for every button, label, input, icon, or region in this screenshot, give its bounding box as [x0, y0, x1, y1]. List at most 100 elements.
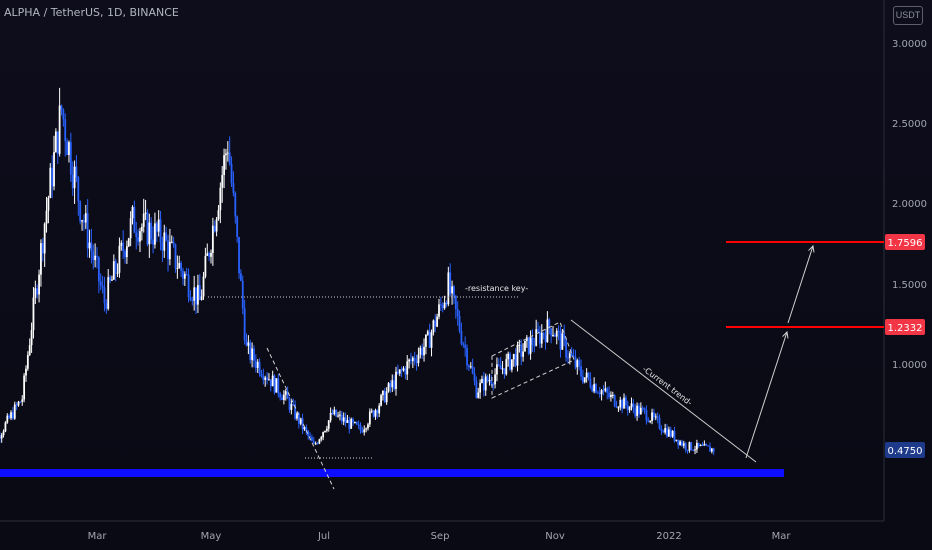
candle-body	[53, 152, 55, 187]
candle-body	[638, 405, 640, 415]
candle-body	[51, 167, 54, 187]
candle-body	[357, 424, 360, 426]
candle-body	[0, 434, 3, 439]
candle-body	[368, 411, 371, 425]
candle-body	[47, 197, 50, 211]
candle-body	[103, 287, 106, 304]
candle-body	[204, 255, 207, 277]
candle-body	[318, 439, 321, 444]
candle-body	[13, 404, 16, 419]
candle-body	[686, 449, 689, 451]
symbol-title: ALPHA / TetherUS, 1D, BINANCE	[4, 6, 179, 19]
candle-body	[54, 131, 57, 153]
candle-body	[226, 152, 229, 154]
candle-body	[395, 371, 397, 390]
candle-body	[632, 403, 635, 409]
candle-body	[430, 332, 433, 348]
candle-body	[621, 399, 624, 409]
candle-body	[527, 337, 530, 354]
candle-body	[45, 210, 48, 224]
candle-body	[99, 281, 102, 286]
candle-body	[122, 242, 125, 252]
candle-body	[167, 240, 169, 260]
price-label-current-bg	[885, 442, 925, 458]
candle-body	[236, 216, 239, 237]
candle-body	[137, 237, 140, 242]
candle-body	[383, 390, 386, 403]
candle-body	[73, 166, 76, 189]
candle-body	[228, 152, 231, 164]
candle-body	[626, 405, 629, 411]
currency-badge[interactable]: USDT	[893, 6, 923, 25]
candle-body	[296, 413, 298, 419]
candle-body	[497, 364, 500, 366]
x-tick-label: May	[201, 531, 222, 542]
candle-body	[256, 361, 259, 368]
candle-body	[352, 418, 354, 423]
candle-body	[346, 420, 349, 423]
candle-body	[135, 232, 138, 238]
candle-body	[2, 431, 5, 435]
candle-body	[408, 359, 410, 362]
candle-body	[610, 395, 612, 398]
candle-body	[415, 361, 418, 364]
candle-body	[62, 109, 65, 120]
candle-body	[88, 242, 91, 249]
candle-body	[583, 377, 586, 383]
candle-body	[124, 251, 126, 258]
candle-body	[176, 268, 179, 270]
candle-body	[697, 442, 700, 446]
candle-body	[241, 280, 244, 309]
candle-body	[707, 445, 710, 447]
candle-body	[359, 425, 362, 431]
candle-body	[81, 220, 83, 222]
candle-body	[608, 392, 610, 398]
candle-body	[589, 378, 592, 388]
candle-body	[279, 393, 282, 398]
candle-body	[703, 443, 706, 446]
candle-body	[60, 105, 63, 110]
candle-body	[290, 404, 293, 410]
candle-body	[443, 302, 446, 309]
candle-body	[230, 163, 233, 184]
candle-body	[666, 428, 668, 437]
candle-body	[656, 416, 659, 418]
candle-body	[490, 380, 493, 384]
candle-body	[662, 431, 665, 433]
candle-body	[675, 439, 678, 441]
x-tick-label: Jul	[317, 531, 330, 542]
candle-body	[679, 441, 681, 445]
candle-body	[170, 241, 173, 243]
candle-body	[503, 368, 506, 375]
candle-body	[596, 392, 599, 394]
candle-body	[696, 442, 698, 450]
candle-body	[705, 443, 708, 446]
candle-body	[202, 276, 205, 297]
candle-body	[396, 371, 399, 374]
candle-body	[273, 375, 276, 393]
candle-body	[314, 443, 317, 445]
candle-body	[34, 288, 37, 298]
candle-body	[292, 404, 295, 406]
candle-body	[469, 366, 472, 368]
candle-body	[155, 223, 158, 232]
y-tick-label: 2.0000	[892, 199, 927, 210]
candle-body	[69, 142, 72, 175]
candle-body	[548, 319, 551, 329]
candle-body	[624, 397, 627, 406]
candle-body	[150, 222, 153, 240]
candle-body	[645, 409, 648, 421]
candle-body	[370, 410, 373, 412]
candle-body	[382, 390, 384, 396]
candle-body	[372, 410, 375, 417]
candle-body	[568, 353, 571, 358]
candle-body	[544, 335, 547, 343]
candle-body	[0, 435, 1, 439]
candle-body	[615, 406, 618, 408]
candle-body	[494, 374, 496, 385]
candle-body	[664, 428, 667, 433]
candle-body	[182, 270, 184, 279]
candle-body	[249, 342, 252, 361]
